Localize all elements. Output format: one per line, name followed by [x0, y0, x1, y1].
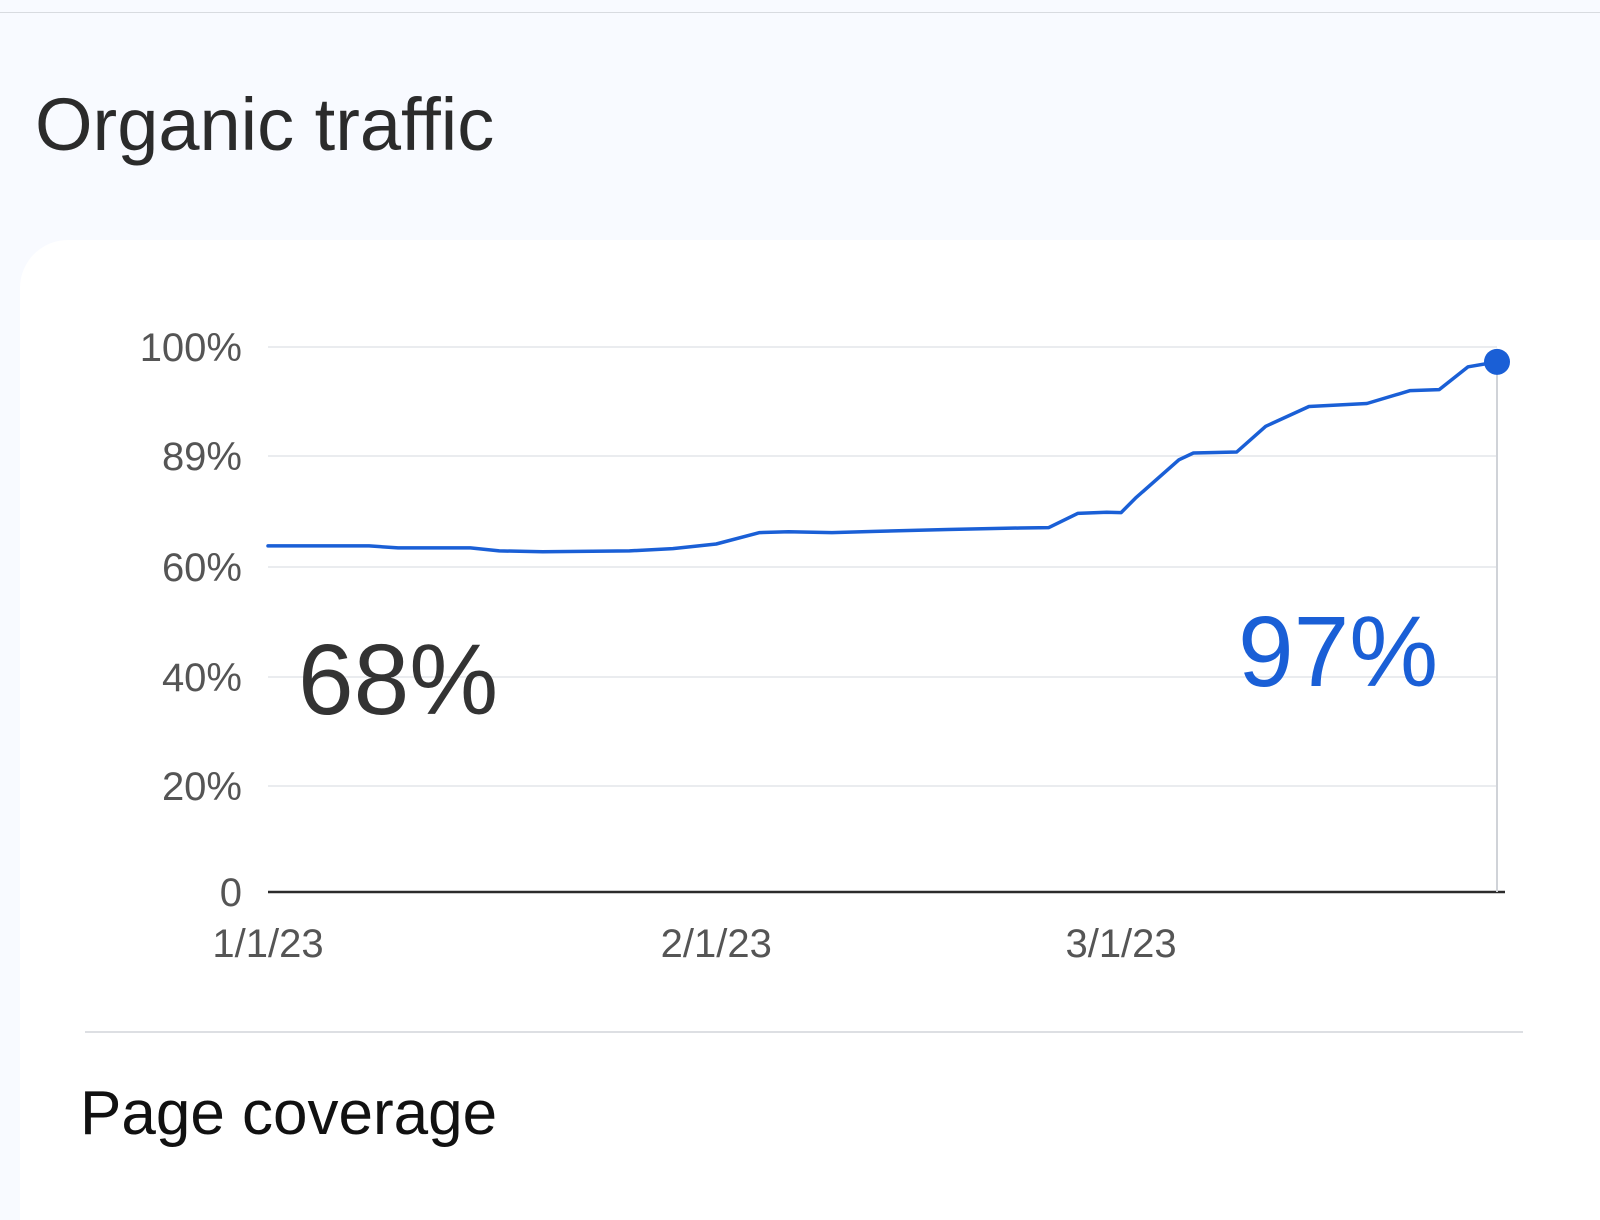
y-axis-ticks: 0 20% 40% 60% 89% 100% [140, 326, 242, 915]
y-tick-label: 20% [162, 765, 242, 809]
y-tick-label: 60% [162, 546, 242, 590]
grid-lines [268, 346, 1497, 787]
latest-data-point[interactable] [1484, 348, 1510, 375]
top-divider [0, 12, 1600, 13]
section-title: Organic traffic [35, 83, 495, 166]
x-tick-label: 1/1/23 [212, 922, 323, 966]
start-value-label: 68% [298, 624, 498, 736]
y-tick-label: 100% [140, 326, 242, 370]
x-tick-label: 3/1/23 [1065, 922, 1176, 966]
traffic-series-line [266, 360, 1499, 554]
end-value-label: 97% [1238, 596, 1438, 708]
x-axis-ticks: 1/1/23 2/1/23 3/1/23 [212, 922, 1176, 966]
x-tick-label: 2/1/23 [661, 922, 772, 966]
y-tick-label: 89% [162, 435, 242, 479]
card-divider [85, 1031, 1523, 1033]
page-coverage-title: Page coverage [80, 1079, 498, 1148]
y-tick-label: 0 [220, 871, 242, 915]
y-tick-label: 40% [162, 656, 242, 700]
